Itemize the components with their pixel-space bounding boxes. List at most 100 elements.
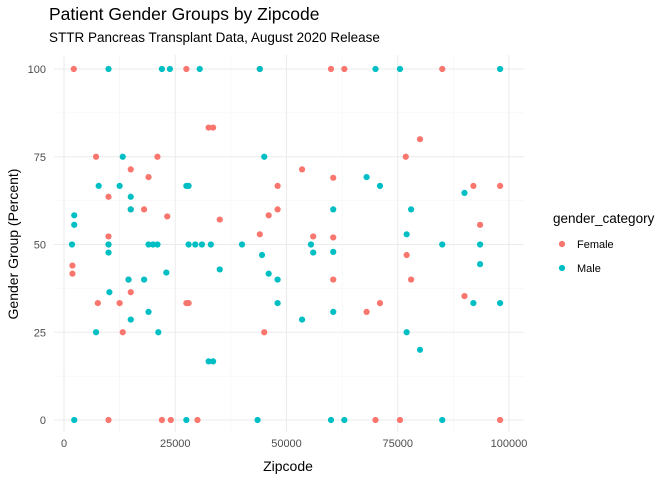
data-point-female [408,276,415,283]
data-point-male [274,276,281,283]
data-point-male [341,416,348,424]
data-point-male [376,182,384,189]
legend-title: gender_category [553,211,655,226]
data-point-female [416,136,424,143]
data-point-female [116,300,123,307]
y-tick-label: 50 [34,240,46,252]
data-point-female [376,300,384,307]
data-point-female [497,416,504,424]
data-point-male [71,212,78,219]
data-point-male [254,416,261,424]
data-point-female [209,124,217,131]
data-point-male [105,249,112,256]
data-point-female [261,329,268,336]
data-point-male [154,241,161,248]
data-point-female [167,416,174,424]
data-point-male [403,329,410,336]
data-point-male [196,65,203,73]
data-point-female [396,416,404,424]
data-point-male [119,153,126,160]
data-point-male [470,300,477,307]
data-point-male [127,193,134,200]
chart-subtitle: STTR Pancreas Transplant Data, August 20… [49,30,380,45]
data-point-female [105,193,112,200]
legend: gender_category Female Male [553,211,655,275]
data-point-male [163,269,170,276]
data-point-male [265,270,272,277]
data-point-female [439,65,446,73]
data-point-male [330,308,337,315]
data-point-female [185,300,192,307]
data-point-female [402,153,409,160]
data-point-male [106,289,113,296]
x-axis-tick-labels: 0 25000 50000 75000 100000 [61,438,527,450]
data-point-female [70,65,77,73]
y-tick-label: 0 [40,415,46,427]
data-point-female [127,166,134,173]
data-point-female [127,289,134,296]
data-point-male [327,416,335,424]
data-point-male [127,206,134,213]
data-point-male [116,182,123,189]
legend-label-female: Female [577,239,614,251]
data-point-male [497,300,504,307]
data-point-female [183,65,190,73]
data-point-female [403,251,410,259]
data-point-male [185,182,192,189]
data-point-female [216,216,223,223]
data-points [68,65,504,424]
data-point-male [238,241,246,248]
plot-grid [54,55,524,432]
data-point-male [166,65,174,73]
data-point-female [256,231,263,238]
data-point-male [307,241,315,248]
data-point-female [363,308,370,315]
x-tick-label: 0 [61,438,67,450]
data-point-male [298,316,306,323]
data-point-male [476,241,484,248]
data-point-female [330,174,337,181]
data-point-male [372,65,379,73]
data-point-male [439,241,446,248]
legend-key-male [558,264,566,272]
data-point-female [327,65,335,73]
y-tick-label: 25 [34,327,46,339]
data-point-female [298,166,306,173]
y-axis-title: Gender Group (Percent) [5,169,21,320]
y-tick-label: 75 [34,152,46,164]
data-point-male [198,241,206,248]
data-point-female [330,276,337,283]
data-point-male [256,65,263,73]
x-tick-label: 25000 [160,438,191,450]
data-point-female [372,416,379,424]
data-point-female [164,213,171,220]
data-point-male [71,416,78,424]
data-point-male [209,358,217,365]
data-point-female [92,153,100,160]
data-point-male [258,251,266,259]
data-point-male [396,65,404,73]
data-point-male [216,266,223,273]
y-axis-tick-labels: 0 25 50 75 100 [28,64,46,427]
data-point-male [92,329,100,336]
data-point-male [497,65,504,73]
data-point-male [127,316,134,323]
data-point-female [141,206,148,213]
data-point-female [145,174,152,181]
x-tick-label: 100000 [491,438,528,450]
data-point-male [363,174,370,181]
data-point-male [310,249,317,256]
data-point-female [274,206,281,213]
data-point-female [274,182,281,189]
data-point-male [68,241,76,248]
data-point-female [265,212,272,219]
data-point-female [154,153,161,160]
data-point-male [330,248,337,255]
data-point-female [94,300,101,307]
legend-key-female [558,240,566,248]
data-point-male [330,206,337,213]
data-point-male [476,261,484,268]
data-point-male [125,276,132,283]
x-axis-title: Zipcode [263,458,313,474]
data-point-male [185,241,192,248]
